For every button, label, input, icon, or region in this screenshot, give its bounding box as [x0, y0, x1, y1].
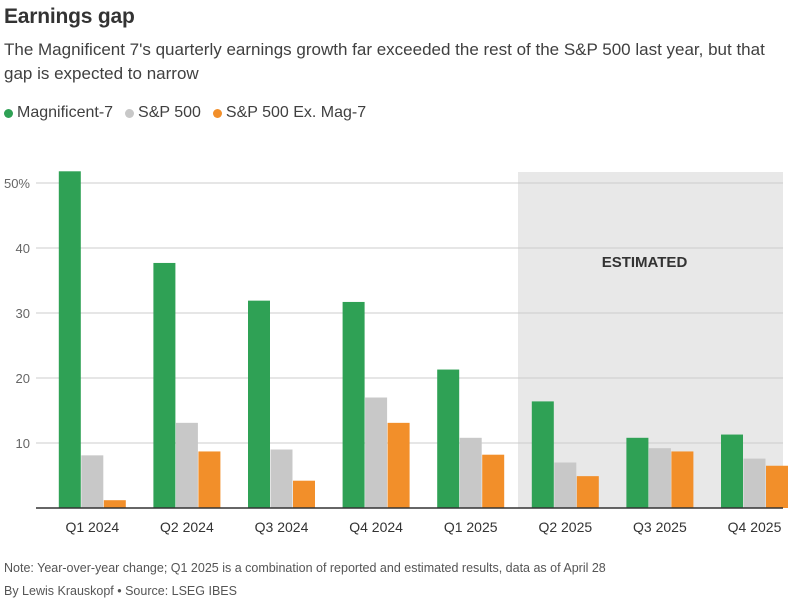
x-tick-label-q4-2024: Q4 2024 [349, 519, 403, 535]
bar-s-p-500-q2-2025 [554, 462, 577, 508]
chart-title: Earnings gap [4, 5, 135, 28]
bar-magnificent-7-q1-2024 [58, 171, 81, 509]
x-tick-label-q1-2024: Q1 2024 [65, 519, 119, 535]
bar-chart: ESTIMATED 10 20 30 40 50% Q1 2024 Q2 2024 Q3 202… [4, 171, 788, 535]
x-tick-label-q1-2025: Q1 2025 [444, 519, 498, 535]
bar-magnificent-7-q2-2024 [153, 262, 176, 508]
bar-magnificent-7-q3-2024 [248, 300, 270, 508]
y-tick-label-30: 30 [16, 306, 30, 321]
legend-label-sp500: S&P 500 [138, 104, 201, 121]
bar-s-p-500-ex-mag-7-q2-2024 [198, 451, 221, 508]
bar-s-p-500-ex-mag-7-q2-2025 [576, 476, 599, 508]
bar-s-p-500-q4-2024 [365, 397, 388, 508]
bar-s-p-500-ex-mag-7-q1-2024 [103, 500, 126, 508]
bar-s-p-500-ex-mag-7-q4-2024 [387, 422, 410, 508]
bar-s-p-500-q1-2024 [81, 455, 104, 508]
y-tick-label-40: 40 [16, 241, 30, 256]
legend-item-sp500-ex-mag7: S&P 500 Ex. Mag-7 [212, 104, 367, 122]
bar-magnificent-7-q2-2025 [531, 401, 554, 508]
estimated-label: ESTIMATED [602, 254, 688, 271]
bar-s-p-500-q1-2025 [459, 437, 482, 508]
x-tick-label-q2-2024: Q2 2024 [160, 519, 214, 535]
chart-byline: By Lewis Krauskopf • Source: LSEG IBES [4, 584, 237, 598]
chart-note: Note: Year-over-year change; Q1 2025 is … [4, 561, 606, 575]
y-tick-label-20: 20 [16, 371, 30, 386]
bar-s-p-500-ex-mag-7-q3-2024 [293, 480, 315, 508]
bar-s-p-500-q2-2024 [175, 422, 198, 508]
x-tick-label-q3-2025: Q3 2025 [633, 519, 687, 535]
legend-item-sp500: S&P 500 [125, 104, 201, 122]
chart-legend: Magnificent-7 S&P 500 S&P 500 Ex. Mag-7 [4, 104, 378, 122]
bar-s-p-500-q4-2025 [743, 458, 766, 508]
legend-dot-sp500 [125, 108, 135, 118]
bar-magnificent-7-q3-2025 [626, 437, 649, 508]
legend-dot-sp500-ex-mag7 [212, 108, 222, 118]
x-tick-label-q2-2025: Q2 2025 [538, 519, 592, 535]
legend-dot-magnificent-7 [4, 108, 13, 118]
bar-magnificent-7-q4-2024 [342, 301, 365, 508]
y-tick-label-10: 10 [16, 436, 30, 451]
bar-s-p-500-q3-2025 [648, 448, 671, 508]
y-tick-label-50: 50% [4, 176, 30, 191]
bar-s-p-500-ex-mag-7-q4-2025 [766, 465, 788, 508]
bar-s-p-500-ex-mag-7-q1-2025 [482, 454, 505, 508]
bar-s-p-500-ex-mag-7-q3-2025 [671, 451, 694, 508]
legend-label-sp500-ex-mag7: S&P 500 Ex. Mag-7 [225, 104, 367, 121]
bar-magnificent-7-q4-2025 [721, 434, 743, 508]
bar-s-p-500-q3-2024 [270, 449, 293, 508]
chart-subtitle: The Magnificent 7's quarterly earnings g… [4, 40, 765, 83]
bar-magnificent-7-q1-2025 [437, 369, 460, 508]
x-tick-label-q3-2024: Q3 2024 [255, 519, 309, 535]
x-tick-label-q4-2025: Q4 2025 [728, 519, 782, 535]
legend-label-magnificent-7: Magnificent-7 [17, 104, 114, 121]
legend-item-magnificent-7: Magnificent-7 [4, 104, 113, 122]
